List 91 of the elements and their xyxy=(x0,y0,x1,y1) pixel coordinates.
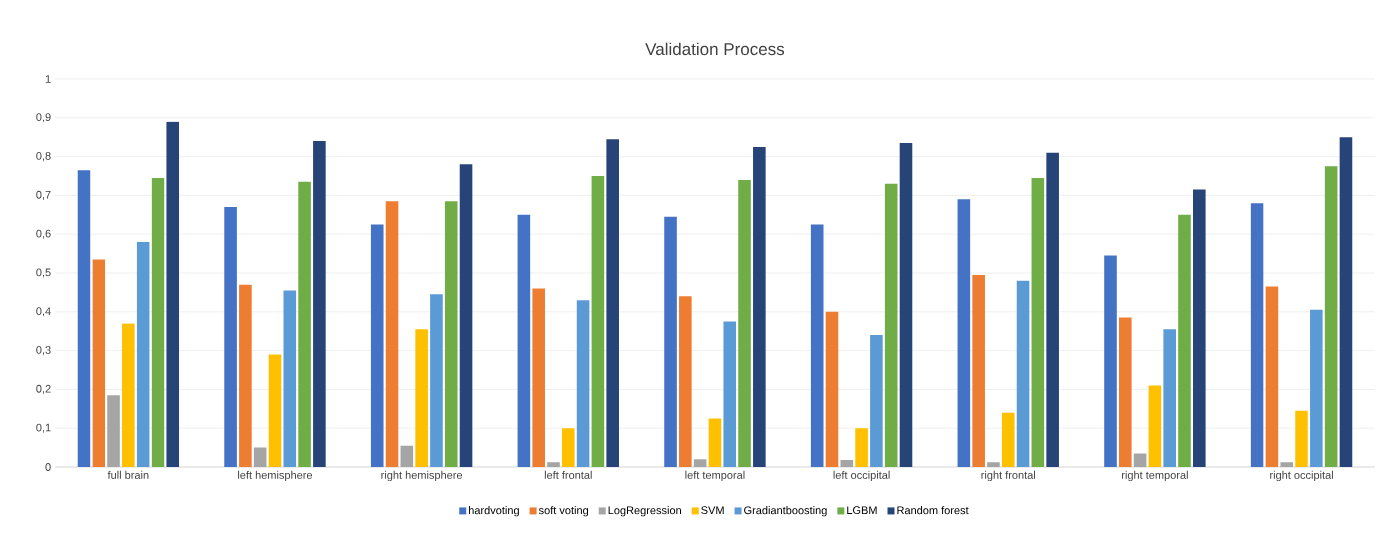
y-tick-label: 0,8 xyxy=(36,152,51,162)
bar xyxy=(825,311,839,467)
bar xyxy=(253,447,267,467)
legend-label: soft voting xyxy=(538,506,589,517)
bar xyxy=(1046,152,1059,467)
x-tick-label: left hemisphere xyxy=(238,470,313,482)
legend-label: LGBM xyxy=(847,506,877,515)
y-tick-label: 0,6 xyxy=(36,229,51,239)
bar xyxy=(298,181,311,467)
bar xyxy=(972,274,985,467)
y-tick-label: 0,7 xyxy=(36,190,51,200)
bar xyxy=(444,201,458,467)
bar xyxy=(268,354,282,467)
bar xyxy=(693,459,707,467)
bar xyxy=(77,170,91,467)
bar xyxy=(370,224,384,467)
bar xyxy=(738,179,751,467)
x-tick-label: left frontal xyxy=(544,470,592,479)
bar xyxy=(92,259,106,467)
bar xyxy=(532,288,545,467)
bar xyxy=(313,141,326,467)
bar xyxy=(166,121,180,467)
legend-label: SVM xyxy=(701,506,724,515)
bar xyxy=(840,460,854,467)
bar xyxy=(151,177,165,467)
bar xyxy=(708,418,722,467)
x-tick-label: right occipital xyxy=(1270,470,1333,482)
legend-label: Gradiantboosting xyxy=(744,506,827,517)
bar xyxy=(107,395,120,467)
bar xyxy=(1295,410,1308,467)
bar xyxy=(870,335,883,467)
x-tick-label: right frontal xyxy=(981,470,1036,482)
bar xyxy=(400,445,414,467)
bar xyxy=(1163,329,1176,467)
bar xyxy=(1133,453,1147,467)
bar xyxy=(385,201,399,467)
bar xyxy=(1001,412,1015,467)
bar xyxy=(855,428,868,467)
x-tick-label: right temporal xyxy=(1122,470,1188,482)
x-tick-label: left occipital xyxy=(833,470,890,482)
bar xyxy=(679,296,692,467)
bar xyxy=(1250,203,1264,467)
bar xyxy=(136,241,150,467)
y-tick-label: 0,9 xyxy=(36,113,51,123)
bar xyxy=(664,216,677,467)
bar xyxy=(987,462,1000,467)
bar xyxy=(517,214,531,467)
y-tick-label: 0 xyxy=(45,463,51,471)
bar xyxy=(591,176,605,467)
x-tick-label: right hemisphere xyxy=(381,470,463,482)
bar xyxy=(1148,385,1162,467)
bar xyxy=(1031,177,1045,467)
bar xyxy=(415,329,428,467)
bar xyxy=(224,207,237,467)
bar xyxy=(957,199,971,467)
bar xyxy=(723,321,737,467)
y-tick-label: 0,1 xyxy=(36,423,51,433)
bar xyxy=(547,462,560,467)
legend-label: Random forest xyxy=(897,506,969,515)
legend-label: hardvoting xyxy=(468,506,519,517)
bar xyxy=(899,143,913,467)
bar xyxy=(1339,137,1353,467)
bar xyxy=(1178,214,1191,467)
bar xyxy=(1280,462,1294,467)
legend-label: LogRegression xyxy=(608,506,681,517)
bar xyxy=(810,224,824,467)
y-tick-label: 0,5 xyxy=(36,268,51,278)
bar xyxy=(561,428,575,467)
bar xyxy=(239,284,252,467)
bar xyxy=(122,323,135,467)
bar xyxy=(1104,255,1117,467)
bar xyxy=(1119,317,1132,467)
x-tick-label: full brain xyxy=(107,470,149,479)
x-tick-label: left temporal xyxy=(685,470,745,482)
y-tick-label: 0,3 xyxy=(36,346,51,356)
bar xyxy=(606,139,619,467)
y-tick-label: 0,2 xyxy=(36,384,51,394)
bar xyxy=(1265,286,1279,467)
bar xyxy=(430,294,443,467)
bar xyxy=(1016,280,1030,467)
chart-title: Validation Process xyxy=(645,42,785,56)
bar xyxy=(459,164,473,467)
y-tick-label: 0,4 xyxy=(36,307,51,317)
bar xyxy=(753,146,766,467)
bar xyxy=(1310,309,1323,467)
bar xyxy=(1324,166,1338,467)
bar xyxy=(283,290,297,467)
bar xyxy=(576,300,590,467)
bar xyxy=(884,183,898,467)
y-tick-label: 1 xyxy=(45,75,51,83)
bar xyxy=(1193,189,1206,467)
